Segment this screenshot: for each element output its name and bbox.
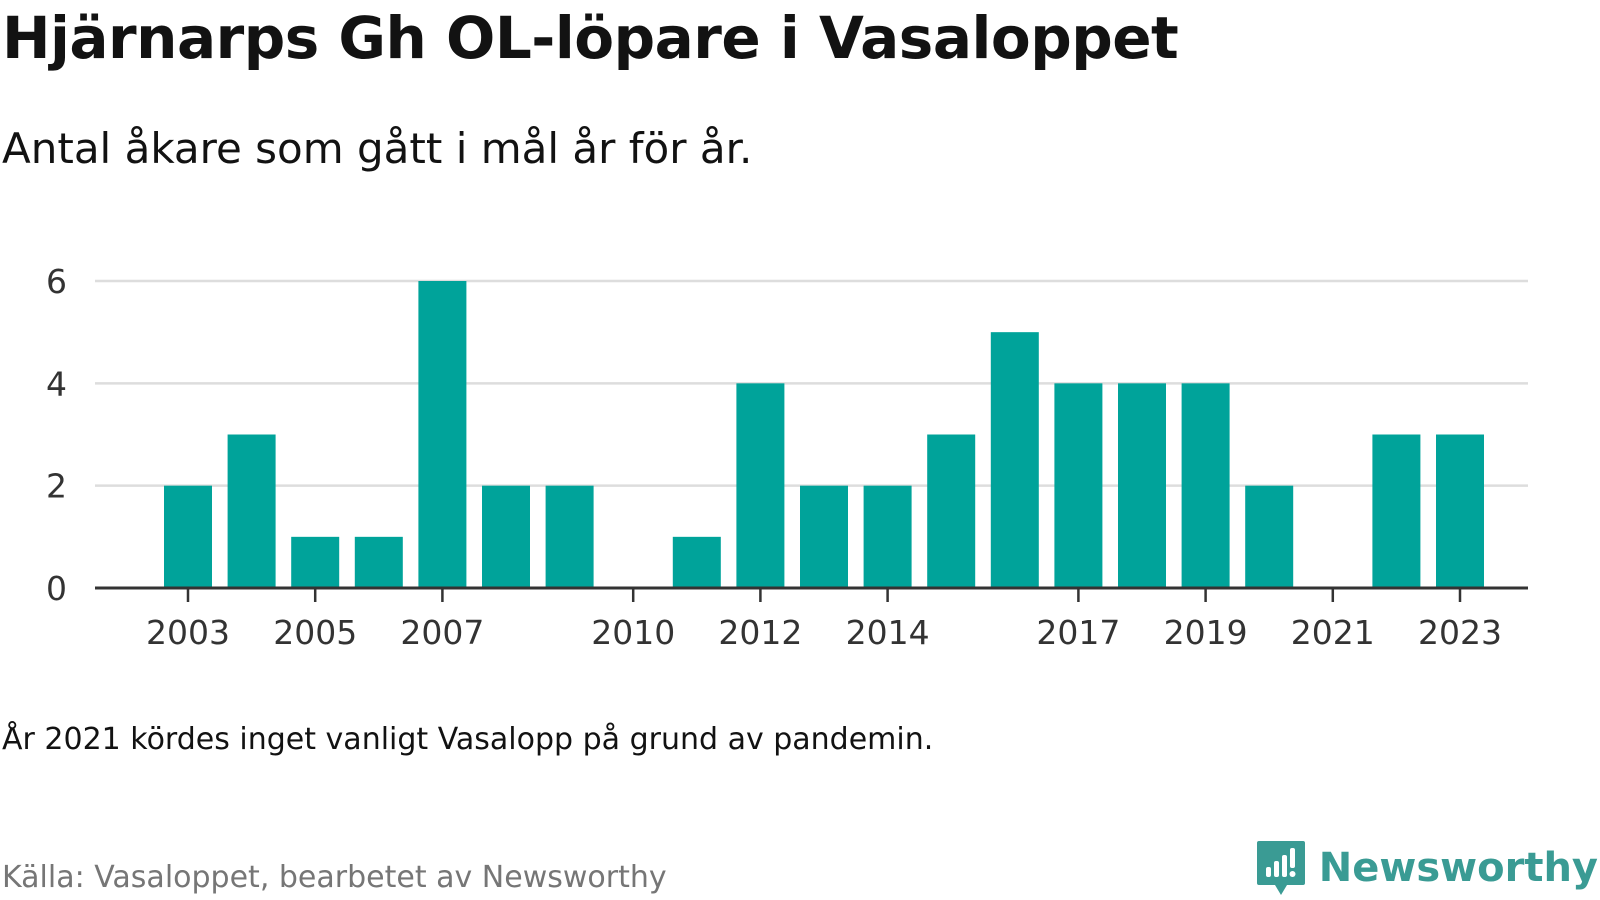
brand-logo: Newsworthy (1255, 840, 1598, 896)
y-tick-label: 0 (46, 569, 67, 608)
x-tick-label: 2014 (846, 613, 930, 652)
bar (227, 434, 276, 588)
x-tick-label: 2005 (273, 613, 357, 652)
bar (354, 536, 403, 588)
x-tick-label: 2007 (400, 613, 484, 652)
y-tick-label: 4 (46, 364, 67, 403)
bar (1245, 485, 1294, 588)
bar (800, 485, 848, 588)
bar (1436, 434, 1484, 588)
x-tick-label: 2023 (1418, 613, 1502, 652)
bar (736, 383, 785, 588)
x-tick-label: 2021 (1291, 613, 1375, 652)
bar (863, 485, 912, 588)
chart-title: Hjärnarps Gh OL-löpare i Vasaloppet (2, 4, 1179, 72)
bar (418, 281, 467, 588)
x-tick-label: 2012 (718, 613, 802, 652)
bar (482, 485, 530, 588)
bar (291, 536, 340, 588)
bar (1181, 383, 1230, 588)
bar (164, 485, 212, 588)
bar (672, 536, 721, 588)
chart-note: År 2021 kördes inget vanligt Vasalopp på… (2, 722, 934, 757)
y-tick-label: 2 (46, 467, 67, 506)
bar (1054, 383, 1103, 588)
brand-name: Newsworthy (1318, 845, 1598, 891)
bar (545, 485, 594, 588)
bar (990, 332, 1039, 588)
bar (927, 434, 976, 588)
x-tick-label: 2003 (146, 613, 230, 652)
bar (1372, 434, 1421, 588)
x-tick-label: 2019 (1164, 613, 1248, 652)
bar-chart: 0 2 4 6 2003 2005 2007 2010 2012 2014 2017 2019 2021… (46, 262, 1528, 652)
bar-chart-speech-bubble-icon (1256, 841, 1305, 895)
bar (1118, 383, 1166, 588)
source-line: Källa: Vasaloppet, bearbetet av Newswort… (2, 860, 667, 895)
y-tick-label: 6 (46, 262, 67, 301)
x-tick-label: 2017 (1036, 613, 1120, 652)
x-tick-label: 2010 (591, 613, 675, 652)
chart-subtitle: Antal åkare som gått i mål år för år. (2, 124, 753, 173)
